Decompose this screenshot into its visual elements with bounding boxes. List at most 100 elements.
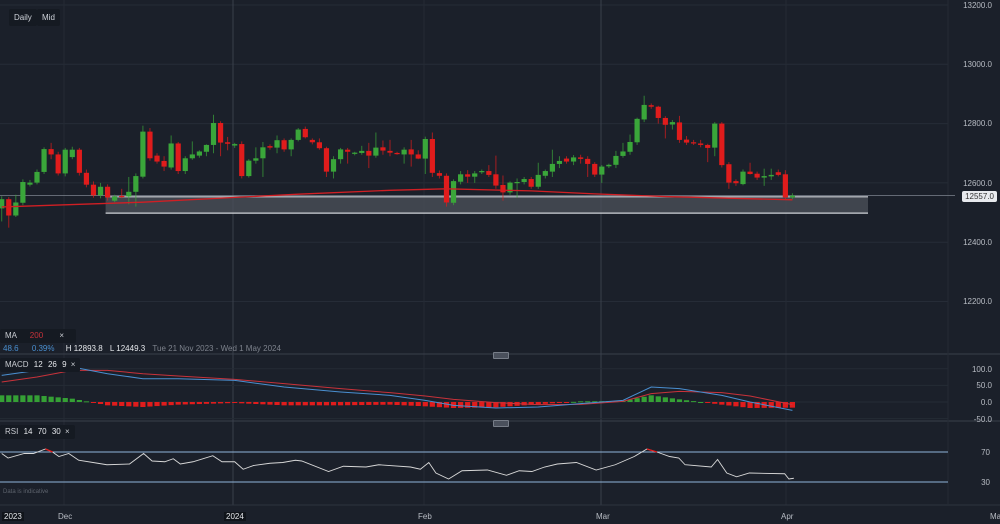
macd-histogram-bar — [90, 402, 97, 403]
candle-down — [683, 139, 690, 143]
candle-down — [380, 147, 386, 151]
candle-up — [34, 171, 40, 183]
candle-up — [768, 174, 774, 177]
candle-up — [182, 158, 188, 172]
macd-histogram-bar — [126, 402, 132, 407]
date-range: Tue 21 Nov 2023 - Wed 1 May 2024 — [152, 344, 281, 353]
macd-histogram-bar — [472, 402, 478, 408]
candle-up — [337, 149, 344, 160]
macd-histogram-bar — [189, 402, 195, 405]
candle-up — [450, 181, 457, 203]
macd-histogram-bar — [239, 402, 245, 404]
macd-histogram-bar — [217, 402, 224, 404]
candle-down — [429, 139, 435, 173]
macd-histogram-bar — [507, 402, 513, 407]
macd-histogram-bar — [295, 402, 301, 406]
macd-histogram-bar — [196, 402, 202, 405]
candle-up — [507, 182, 513, 193]
macd-histogram-bar — [380, 402, 386, 405]
candle-down — [309, 139, 315, 143]
macd-histogram-bar — [175, 402, 181, 405]
candle-down — [436, 173, 443, 176]
pane-resize-handle[interactable] — [493, 352, 509, 359]
candle-down — [48, 149, 54, 155]
macd-histogram-bar — [726, 402, 732, 406]
macd-histogram-bar — [789, 402, 796, 408]
support-zone — [105, 196, 869, 214]
macd-histogram-bar — [97, 402, 104, 404]
candle-up — [761, 176, 767, 178]
candle-down — [119, 195, 125, 198]
candle-up — [203, 144, 210, 152]
candle-up — [789, 195, 796, 198]
macd-histogram-bar — [578, 401, 584, 403]
macd-histogram-bar — [140, 402, 146, 407]
candle-down — [782, 174, 788, 198]
macd-histogram-bar — [69, 398, 75, 402]
candle-down — [366, 150, 372, 156]
macd-signal-line — [1, 369, 793, 406]
macd-histogram-bar — [267, 402, 273, 405]
rsi-close-icon[interactable]: × — [65, 427, 70, 436]
macd-histogram-bar — [528, 402, 534, 405]
macd-histogram-bar — [161, 402, 167, 406]
candle-down — [147, 131, 153, 159]
macd-histogram-bar — [493, 402, 499, 408]
macd-histogram-bar — [83, 401, 90, 403]
candle-down — [662, 117, 668, 125]
macd-histogram-bar — [436, 402, 443, 408]
macd-histogram-bar — [662, 397, 668, 402]
date-tick: 2024 — [224, 512, 246, 521]
rsi-overbought-segment — [45, 448, 53, 453]
candle-down — [676, 122, 683, 140]
candle-down — [500, 184, 506, 193]
rsi-lower: 30 — [51, 427, 61, 436]
candle-up — [606, 164, 612, 167]
candle-up — [260, 147, 266, 159]
price-tick: 12800.0 — [963, 119, 992, 128]
mid-button[interactable]: Mid — [37, 9, 60, 26]
rsi-tick: 30 — [981, 478, 990, 487]
candle-down — [648, 105, 654, 107]
macd-histogram-bar — [458, 402, 464, 408]
candle-up — [634, 118, 640, 143]
macd-histogram-bar — [62, 398, 68, 402]
macd-line — [1, 366, 793, 411]
candle-up — [112, 196, 118, 201]
macd-histogram-bar — [641, 396, 647, 402]
candle-up — [669, 122, 675, 125]
candle-down — [225, 142, 231, 144]
rsi-legend: RSI 14 70 30 × — [0, 425, 75, 439]
macd-tick: 100.0 — [971, 365, 992, 374]
price-tick: 12200.0 — [963, 297, 992, 306]
macd-histogram-bar — [592, 401, 598, 403]
pane-resize-handle[interactable] — [493, 420, 509, 427]
macd-close-icon[interactable]: × — [70, 360, 76, 369]
macd-histogram-bar — [13, 395, 19, 402]
candle-down — [323, 148, 330, 172]
macd-histogram-bar — [669, 398, 675, 402]
candle-up — [479, 171, 485, 173]
macd-histogram-bar — [387, 402, 393, 405]
candle-down — [690, 142, 697, 144]
candle-up — [599, 166, 605, 175]
macd-histogram-bar — [719, 402, 725, 405]
macd-histogram-bar — [246, 402, 252, 404]
macd-histogram-bar — [316, 402, 322, 406]
candle-up — [556, 160, 563, 164]
macd-histogram-bar — [563, 402, 570, 403]
macd-histogram-bar — [648, 395, 654, 402]
daily-button[interactable]: Daily — [9, 9, 37, 26]
macd-histogram-bar — [775, 402, 781, 408]
ma-close-icon[interactable]: × — [59, 331, 65, 340]
candle-up — [97, 186, 104, 196]
rsi-tick: 70 — [981, 448, 990, 457]
date-tick: Feb — [418, 512, 432, 521]
macd-histogram-bar — [415, 402, 421, 406]
macd-histogram-bar — [733, 402, 739, 407]
rsi-overbought-segment — [646, 448, 658, 453]
candle-up — [210, 123, 217, 145]
macd-histogram-bar — [260, 402, 266, 405]
macd-histogram-bar — [337, 402, 344, 406]
